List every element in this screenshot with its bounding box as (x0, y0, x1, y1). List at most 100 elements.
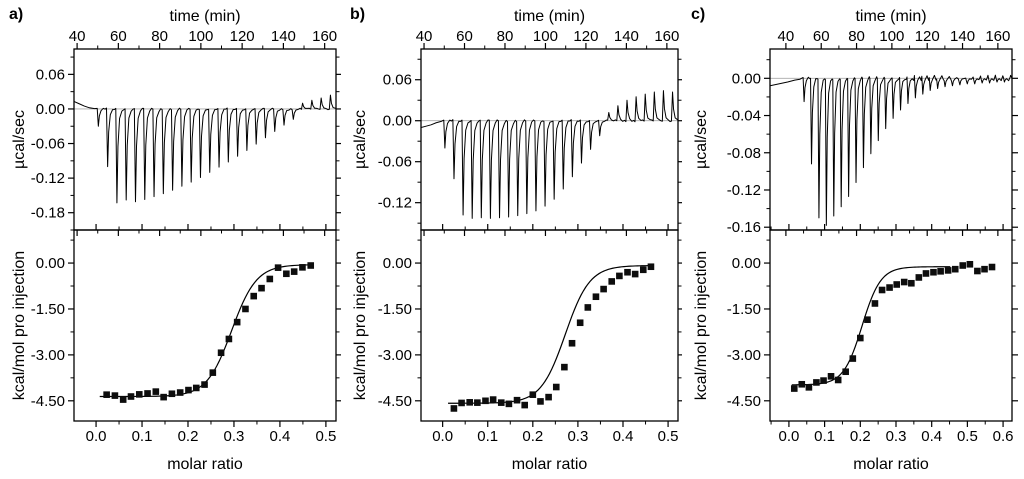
data-point-square (951, 265, 959, 273)
data-point-square (233, 318, 241, 326)
y-tick-label: 0.06 (383, 72, 412, 89)
x-tick-label: 0.0 (86, 428, 107, 445)
x-tick-label: 0.1 (477, 428, 498, 445)
data-point-square (798, 380, 806, 388)
x-tick-label: 0.1 (132, 428, 153, 445)
data-point-square (827, 373, 835, 380)
data-point-square (842, 368, 849, 376)
data-point-square (192, 384, 200, 392)
data-point-square (871, 300, 879, 307)
x-tick-label: 60 (813, 28, 830, 45)
data-point-square (135, 391, 143, 398)
data-point-square (242, 305, 249, 313)
x-tick-label: 60 (110, 28, 127, 45)
data-point-square (482, 397, 489, 405)
y-tick-label: 0.06 (36, 66, 65, 83)
data-point-square (505, 400, 513, 408)
top-plot-frame (420, 48, 679, 231)
data-point-square (568, 339, 576, 347)
data-point-square (552, 383, 560, 391)
data-point-square (805, 384, 813, 391)
top-y-axis-title: µcal/sec (352, 110, 369, 169)
x-tick-label: 0.0 (778, 428, 799, 445)
y-tick-label: -0.16 (727, 219, 761, 236)
x-tick-label: 120 (915, 28, 940, 45)
top-x-axis-title: time (min) (169, 8, 240, 25)
panel-a: 40 60 80 100 120 140 160 0.06 0.00 -0.06 -0.12 -0.1… (0, 0, 341, 479)
fit-curve (448, 265, 651, 404)
data-point-square (266, 275, 274, 283)
x-tick-label: 0.3 (567, 428, 588, 445)
y-tick-label: -0.12 (31, 170, 65, 187)
data-point-square (864, 316, 871, 323)
y-tick-label: 0.00 (732, 70, 761, 87)
x-tick-label: 100 (879, 28, 904, 45)
x-tick-label: 0.2 (522, 428, 543, 445)
data-point-square (959, 262, 967, 269)
data-point-square (497, 399, 505, 406)
thermogram-trace (74, 94, 336, 204)
bottom-x-axis-title: molar ratio (853, 456, 929, 473)
x-tick-label: 0.2 (850, 428, 871, 445)
x-tick-label: 0.5 (315, 428, 336, 445)
panel-a-chart: 40 60 80 100 120 140 160 0.06 0.00 -0.06 -0.12 -0.1… (11, 8, 341, 473)
data-point-square (529, 391, 537, 398)
y-tick-label: -0.12 (727, 182, 761, 199)
x-tick-label: 0.1 (814, 428, 835, 445)
x-tick-label: 60 (456, 28, 473, 45)
data-point-square (176, 389, 184, 396)
top-x-axis-title: time (min) (855, 8, 926, 25)
data-point-square (217, 349, 225, 357)
y-tick-label: -0.12 (378, 195, 412, 212)
fit-curve (99, 264, 311, 398)
x-tick-label: 120 (573, 28, 598, 45)
bottom-y-axis-title: kcal/mol pro injection (693, 251, 710, 400)
x-tick-label: 0.4 (269, 428, 290, 445)
data-point-square (600, 285, 607, 293)
y-tick-label: -0.06 (378, 154, 412, 171)
data-point-square (160, 393, 167, 401)
x-tick-label: 100 (188, 28, 213, 45)
panel-c-letter: c) (691, 6, 706, 23)
x-tick-label: 0.6 (993, 428, 1014, 445)
data-point-square (981, 265, 988, 273)
top-x-axis-title: time (min) (514, 8, 585, 25)
data-point-square (111, 392, 119, 399)
top-plot-frame (73, 48, 337, 231)
x-tick-label: 0.0 (432, 428, 453, 445)
data-point-square (561, 363, 568, 371)
panel-c: 40 60 80 100 120 140 160 0.00 -0.04 -0.08 -0.12 -0.… (682, 0, 1024, 479)
data-point-square (937, 268, 944, 275)
panel-b-letter: b) (350, 6, 366, 23)
data-point-square (576, 319, 584, 327)
x-tick-label: 0.3 (886, 428, 907, 445)
x-tick-label: 100 (533, 28, 558, 45)
data-point-square (537, 398, 544, 405)
x-tick-label: 120 (230, 28, 255, 45)
data-point-square (209, 369, 217, 376)
data-point-square (299, 264, 306, 271)
thermogram-group (770, 74, 1012, 226)
panel-c-chart: 40 60 80 100 120 140 160 0.00 -0.04 -0.08 -0.12 -0.… (693, 8, 1018, 473)
data-point-square (944, 267, 952, 274)
y-tick-label: -3.00 (31, 347, 65, 364)
data-point-square (466, 399, 473, 406)
panel-b-chart: 40 60 80 100 120 140 160 0.06 0.00 -0.06 -0.12 time… (352, 8, 682, 473)
data-point-square (185, 386, 192, 394)
y-tick-label: 0.00 (383, 255, 412, 272)
thermogram-trace (770, 74, 1012, 226)
top-y-axis-title: µcal/sec (693, 110, 710, 169)
data-point-square (307, 262, 315, 269)
panel-b: 40 60 80 100 120 140 160 0.06 0.00 -0.06 -0.12 time… (341, 0, 682, 479)
fit-curve (791, 266, 951, 386)
data-point-square (631, 270, 639, 278)
bottom-x-axis-title: molar ratio (512, 456, 588, 473)
data-point-square (893, 281, 901, 288)
top-plot-frame (769, 48, 1013, 231)
y-tick-label: 0.00 (732, 255, 761, 272)
data-point-square (930, 268, 937, 276)
x-tick-label: 0.3 (224, 428, 245, 445)
data-point-square (521, 401, 529, 409)
data-point-square (608, 278, 616, 285)
y-tick-label: -0.08 (727, 145, 761, 162)
